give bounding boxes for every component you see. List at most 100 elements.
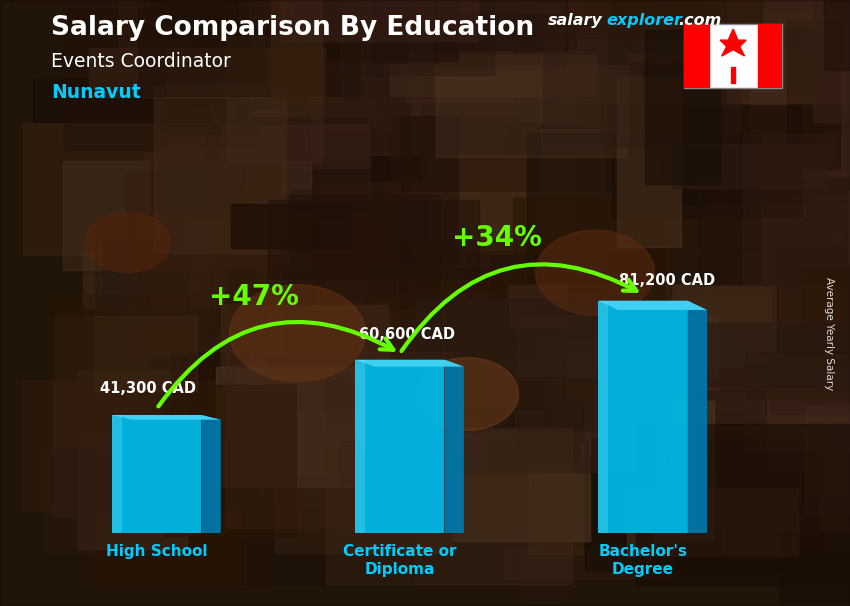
- Circle shape: [536, 230, 654, 315]
- Bar: [508, 285, 567, 327]
- Bar: [745, 327, 816, 362]
- Bar: [228, 222, 350, 312]
- Bar: [53, 382, 124, 516]
- Bar: [226, 353, 457, 527]
- Bar: [777, 244, 850, 352]
- Bar: [757, 24, 782, 88]
- Bar: [652, 0, 850, 107]
- Bar: [391, 116, 518, 251]
- Bar: [745, 296, 850, 450]
- Bar: [239, 0, 471, 30]
- Bar: [293, 111, 480, 222]
- Bar: [524, 134, 575, 221]
- Bar: [15, 0, 149, 7]
- Bar: [543, 19, 740, 146]
- Bar: [264, 214, 397, 365]
- Bar: [280, 0, 479, 41]
- Bar: [803, 267, 850, 323]
- Bar: [602, 177, 725, 314]
- Bar: [484, 367, 658, 547]
- Bar: [314, 226, 489, 312]
- Bar: [416, 299, 668, 472]
- Bar: [713, 368, 850, 530]
- Bar: [381, 0, 461, 4]
- Bar: [338, 441, 452, 550]
- Circle shape: [230, 285, 366, 382]
- Text: Events Coordinator: Events Coordinator: [51, 52, 231, 70]
- Bar: [92, 509, 269, 587]
- Bar: [537, 178, 694, 222]
- Bar: [185, 274, 416, 353]
- Bar: [24, 123, 159, 255]
- Bar: [824, 0, 850, 70]
- Bar: [286, 0, 458, 61]
- Bar: [292, 190, 410, 319]
- Bar: [360, 335, 465, 367]
- Bar: [515, 409, 579, 462]
- Bar: [728, 0, 850, 103]
- Bar: [443, 0, 665, 24]
- Text: Salary Comparison By Education: Salary Comparison By Education: [51, 15, 534, 41]
- Bar: [409, 0, 564, 70]
- Bar: [813, 3, 850, 122]
- Bar: [435, 412, 615, 469]
- Bar: [745, 351, 850, 399]
- Bar: [426, 156, 614, 279]
- Bar: [316, 0, 566, 36]
- Bar: [236, 364, 324, 473]
- Bar: [779, 498, 850, 603]
- Bar: [427, 0, 607, 122]
- Polygon shape: [201, 415, 221, 533]
- Bar: [617, 62, 748, 235]
- Bar: [710, 0, 850, 10]
- Bar: [216, 367, 366, 487]
- Bar: [137, 0, 351, 42]
- Bar: [127, 173, 187, 355]
- Bar: [94, 206, 139, 307]
- Bar: [720, 258, 850, 391]
- Bar: [564, 0, 762, 38]
- Bar: [21, 381, 216, 511]
- Bar: [462, 398, 629, 432]
- Bar: [636, 424, 850, 585]
- Bar: [319, 368, 546, 433]
- Bar: [275, 411, 452, 553]
- Bar: [513, 400, 583, 442]
- Bar: [65, 0, 165, 150]
- Bar: [342, 0, 433, 98]
- Bar: [614, 308, 662, 436]
- Bar: [456, 155, 657, 250]
- Bar: [703, 0, 818, 25]
- Bar: [828, 341, 850, 465]
- Bar: [790, 196, 850, 268]
- Bar: [536, 7, 686, 124]
- Bar: [541, 130, 603, 270]
- Bar: [371, 0, 568, 51]
- Bar: [503, 522, 675, 578]
- Bar: [140, 254, 348, 357]
- Circle shape: [85, 212, 170, 273]
- Bar: [419, 340, 596, 407]
- Bar: [242, 477, 414, 584]
- Text: .com: .com: [678, 13, 722, 28]
- Bar: [52, 295, 266, 438]
- Bar: [578, 70, 671, 158]
- Bar: [700, 179, 850, 285]
- Bar: [530, 444, 583, 554]
- Bar: [699, 135, 758, 178]
- Bar: [537, 254, 642, 335]
- Polygon shape: [720, 29, 746, 56]
- Bar: [564, 304, 717, 417]
- Bar: [172, 353, 249, 507]
- Bar: [320, 182, 427, 325]
- Bar: [357, 311, 475, 456]
- Bar: [684, 24, 709, 88]
- Bar: [765, 205, 850, 373]
- Polygon shape: [112, 415, 201, 533]
- Bar: [152, 165, 245, 210]
- Bar: [422, 14, 538, 186]
- Bar: [319, 0, 517, 30]
- Text: +34%: +34%: [452, 224, 542, 251]
- Bar: [440, 0, 626, 98]
- Bar: [55, 316, 150, 452]
